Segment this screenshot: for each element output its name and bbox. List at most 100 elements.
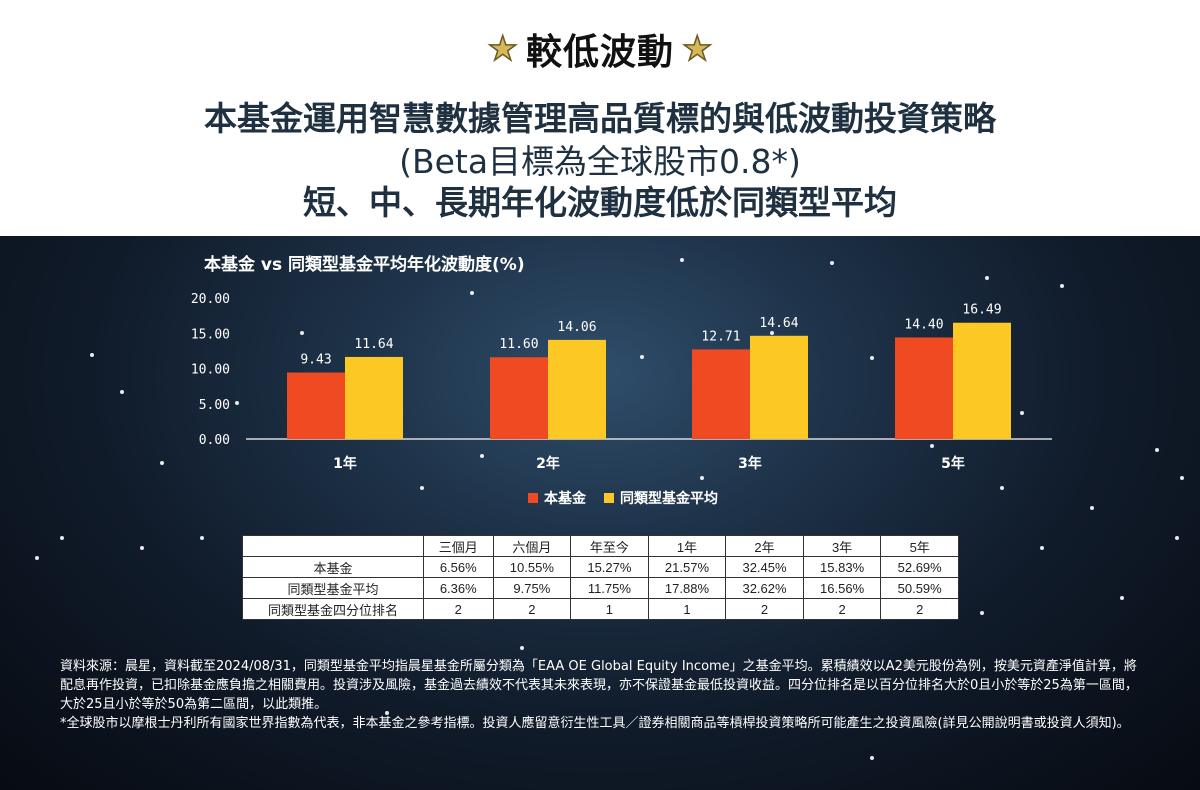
legend-item-peer: 同類型基金平均 [604, 488, 718, 508]
star-dot [90, 353, 94, 357]
legend-swatch-fund [528, 493, 538, 503]
star-dot [560, 496, 564, 500]
y-tick-label: 15.00 [191, 327, 230, 342]
star-dot [1060, 284, 1064, 288]
table-cell: 2 [492, 598, 572, 620]
table-cell: 1 [570, 598, 649, 620]
star-dot [300, 331, 304, 335]
star-dot [1180, 476, 1184, 480]
star-dot [1020, 411, 1024, 415]
star-dot [1120, 596, 1124, 600]
star-dot [770, 331, 774, 335]
table-cell: 21.57% [647, 556, 727, 578]
x-tick-label: 5年 [941, 455, 965, 472]
star-dot [140, 546, 144, 550]
bar-peer [345, 356, 403, 439]
star-dot [680, 258, 684, 262]
star-dot [830, 261, 834, 265]
legend-label-peer: 同類型基金平均 [620, 491, 718, 507]
table-cell: 11.75% [570, 577, 649, 599]
table-header-cell: 六個月 [492, 535, 572, 557]
table-cell: 16.56% [802, 577, 882, 599]
star-dot [1155, 448, 1159, 452]
table-header-cell: 年至今 [570, 535, 649, 557]
table-cell: 9.75% [492, 577, 572, 599]
table-row: 同類型基金平均 6.36% 9.75% 11.75% 17.88% 32.62%… [242, 577, 959, 599]
bar-peer [548, 339, 606, 439]
table-cell: 15.27% [570, 556, 649, 578]
data-label: 14.64 [759, 316, 798, 331]
table-cell: 2 [802, 598, 882, 620]
star-dot [160, 461, 164, 465]
bar-fund [895, 337, 953, 439]
star-dot [700, 476, 704, 480]
data-label: 11.60 [499, 337, 538, 352]
table-row: 同類型基金四分位排名 2 2 1 1 2 2 2 [242, 598, 959, 620]
disclaimer-paragraph: 資料來源：晨星，資料截至2024/08/31，同類型基金平均指晨星基金所屬分類為… [60, 659, 1138, 712]
star-dot [480, 454, 484, 458]
star-dot [470, 291, 474, 295]
x-tick-label: 2年 [536, 455, 560, 472]
disclaimer-footnote: *全球股市以摩根士丹利所有國家世界指數為代表，非本基金之參考指標。投資人應留意衍… [60, 716, 1130, 731]
disclaimer-notes: 資料來源：晨星，資料截至2024/08/31，同類型基金平均指晨星基金所屬分類為… [60, 657, 1145, 733]
star-dot [235, 401, 239, 405]
y-tick-label: 20.00 [191, 292, 230, 307]
table-cell: 32.45% [725, 556, 804, 578]
table-cell: 6.36% [423, 577, 494, 599]
star-dot [1090, 506, 1094, 510]
y-tick-label: 10.00 [191, 363, 230, 378]
bar-fund [490, 357, 548, 439]
table-cell: 1 [647, 598, 727, 620]
bar-fund [287, 372, 345, 439]
badge-text: 較低波動 [525, 32, 674, 73]
star-dot [35, 556, 39, 560]
star-dot [120, 390, 124, 394]
table-row-label: 同類型基金四分位排名 [242, 598, 424, 620]
chart-title: 本基金 vs 同類型基金平均年化波動度(%) [204, 255, 525, 275]
data-label: 11.64 [354, 337, 393, 352]
badge: ★ 較低波動 ★ [0, 24, 1200, 74]
star-icon: ★ [487, 29, 519, 69]
headline-line-3: 短、中、長期年化波動度低於同類型平均 [303, 183, 897, 222]
table-corner-cell [242, 535, 424, 557]
table-cell: 6.56% [423, 556, 494, 578]
star-dot [1175, 536, 1179, 540]
bar-peer [750, 335, 808, 439]
table-header-row: 三個月 六個月 年至今 1年 2年 3年 5年 [242, 535, 959, 557]
bar-peer [953, 322, 1011, 439]
star-dot [870, 756, 874, 760]
table-header-cell: 5年 [880, 535, 959, 557]
legend-swatch-peer [604, 493, 614, 503]
data-label: 14.40 [904, 317, 943, 332]
table-row: 本基金 6.56% 10.55% 15.27% 21.57% 32.45% 15… [242, 556, 959, 578]
table-cell: 50.59% [880, 577, 959, 599]
star-dot [520, 646, 524, 650]
table-cell: 10.55% [492, 556, 572, 578]
headline-line-1: 本基金運用智慧數據管理高品質標的與低波動投資策略 [204, 99, 996, 138]
y-tick-label: 0.00 [199, 433, 230, 448]
chart-legend: 本基金 同類型基金平均 [528, 488, 718, 508]
table-cell: 2 [725, 598, 804, 620]
star-dot [60, 536, 64, 540]
star-dot [385, 711, 389, 715]
table-header-cell: 3年 [802, 535, 882, 557]
data-label: 12.71 [701, 329, 740, 344]
bar-chart: 20.00 15.00 10.00 5.00 0.00 9.43 11.64 1年 11.60 1… [191, 292, 1052, 472]
performance-table: 三個月 六個月 年至今 1年 2年 3年 5年 本基金 6.56% 10.55%… [242, 535, 959, 620]
table-cell: 2 [880, 598, 959, 620]
star-dot [640, 355, 644, 359]
table-cell: 52.69% [880, 556, 959, 578]
legend-item-fund: 本基金 [528, 488, 586, 508]
star-dot [985, 276, 989, 280]
table-header-cell: 1年 [647, 535, 727, 557]
star-dot [930, 444, 934, 448]
table-cell: 2 [423, 598, 494, 620]
star-dot [980, 611, 984, 615]
star-dot [870, 356, 874, 360]
star-dot [420, 486, 424, 490]
table-cell: 15.83% [802, 556, 882, 578]
table-row-label: 本基金 [242, 556, 424, 578]
y-tick-label: 5.00 [199, 398, 230, 413]
data-label: 9.43 [300, 353, 331, 368]
x-tick-label: 1年 [333, 455, 357, 472]
